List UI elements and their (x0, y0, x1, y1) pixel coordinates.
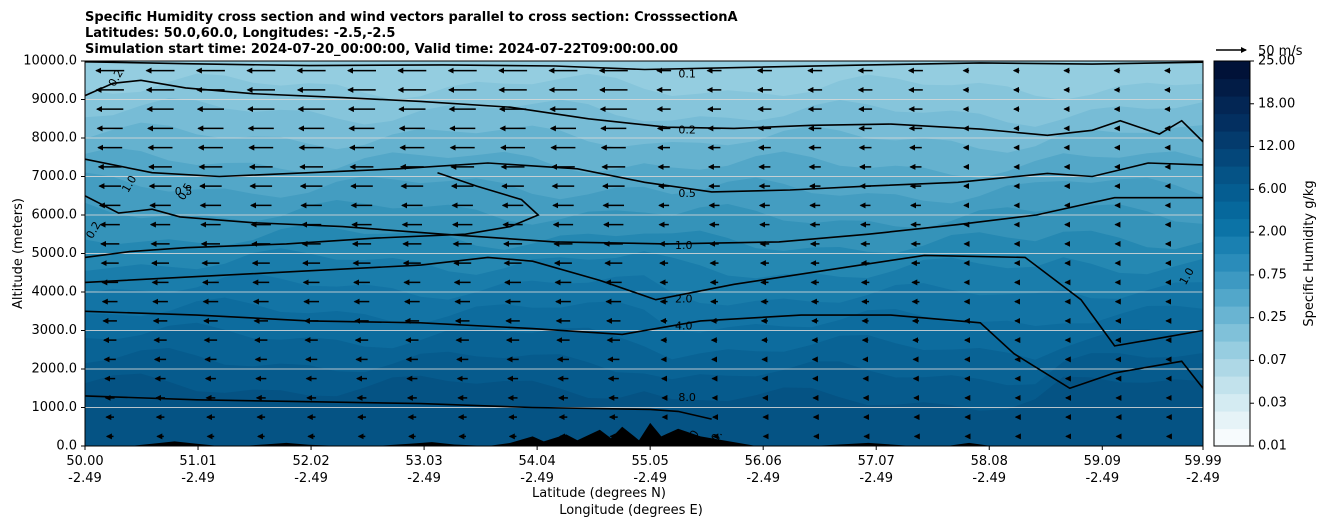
x-tick-label-lat: 50.00 (66, 454, 103, 469)
colorbar-segment (1214, 411, 1250, 430)
colorbar-segment (1214, 271, 1250, 290)
reference-vector-label: 50 m/s (1258, 44, 1303, 59)
y-axis-label: Altitude (meters) (11, 198, 26, 309)
contour-label: 0.5 (678, 187, 696, 200)
x-tick-label-lat: 54.04 (519, 454, 556, 469)
y-tick-label: 3000.0 (32, 323, 78, 338)
x-tick-label-lat: 56.06 (745, 454, 782, 469)
y-tick-label: 6000.0 (32, 208, 78, 223)
x-tick-label-lat: 57.07 (858, 454, 895, 469)
contour-label: 4.0 (675, 320, 693, 333)
contour-line (85, 395, 712, 420)
colorbar: 0.01 0.03 0.07 0.25 0.75 2.00 6.00 12.00 18.00 25… (1213, 54, 1317, 454)
colorbar-segment (1214, 236, 1250, 255)
x-axis: 50.00 -2.49 51.01 -2.49 52.02 -2.49 53.03 -2.49… (66, 446, 1222, 486)
colorbar-segment (1214, 341, 1250, 360)
colorbar-tick-label: 0.03 (1258, 396, 1287, 411)
x-tick-label-lon: -2.49 (68, 471, 102, 486)
colorbar-tick-label: 18.00 (1258, 96, 1295, 111)
y-axis: 0.0 1000.0 2000.0 3000.0 4000.0 5000.0 6000.0 7… (23, 54, 85, 454)
colorbar-segment (1214, 131, 1250, 150)
colorbar-tick-label: 6.00 (1258, 182, 1287, 197)
x-tick-label-lon: -2.49 (746, 471, 780, 486)
colorbar-segment (1214, 288, 1250, 307)
contour-label: 0.1 (678, 67, 696, 80)
chart-title: Specific Humidity cross section and wind… (85, 10, 738, 57)
contour-label: 1.0 (675, 239, 693, 252)
contour-label: 2.0 (675, 293, 693, 306)
x-tick-label-lon: -2.49 (633, 471, 667, 486)
contour-line (85, 195, 1203, 245)
colorbar-segment (1214, 323, 1250, 342)
y-tick-label: 5000.0 (32, 246, 78, 261)
terrain-silhouette (85, 422, 1203, 446)
colorbar-tick-label: 12.00 (1258, 139, 1295, 154)
colorbar-tick-label: 0.25 (1258, 310, 1287, 325)
contour-line (85, 79, 1203, 143)
contour-lines (85, 61, 1203, 420)
contour-label: 8.0 (678, 391, 696, 404)
colorbar-tick-label: 0.01 (1258, 439, 1287, 454)
colorbar-segment (1214, 61, 1250, 80)
colorbar-segment (1214, 148, 1250, 167)
x-tick-label-lon: -2.49 (1186, 471, 1220, 486)
x-tick-label-lat: 59.09 (1084, 454, 1121, 469)
x-tick-label-lon: -2.49 (181, 471, 215, 486)
x-tick-label-lon: -2.49 (859, 471, 893, 486)
colorbar-segment (1214, 183, 1250, 202)
contour-line (85, 310, 1203, 390)
colorbar-segment (1214, 166, 1250, 185)
y-tick-label: 10000.0 (23, 54, 77, 69)
y-tick-label: 7000.0 (32, 169, 78, 184)
colorbar-segment (1214, 201, 1250, 220)
title-line: Specific Humidity cross section and wind… (85, 10, 738, 25)
colorbar-tick-label: 0.07 (1258, 353, 1287, 368)
y-tick-label: 9000.0 (32, 92, 78, 107)
x-axis-label-lon: Longitude (degrees E) (559, 503, 703, 518)
x-tick-label-lat: 53.03 (405, 454, 442, 469)
colorbar-segment (1214, 96, 1250, 115)
y-tick-label: 0.0 (56, 439, 77, 454)
y-tick-label: 4000.0 (32, 285, 78, 300)
colorbar-segment (1214, 358, 1250, 377)
wind-vectors (95, 67, 1172, 440)
y-tick-label: 2000.0 (32, 362, 78, 377)
colorbar-segment (1214, 428, 1250, 447)
colorbar-segment (1214, 218, 1250, 237)
colorbar-segment (1214, 306, 1250, 325)
contour-label: 0.5 (175, 185, 193, 198)
x-axis-label-lat: Latitude (degrees N) (532, 486, 666, 501)
y-tick-label: 1000.0 (32, 400, 78, 415)
x-tick-label-lat: 52.02 (292, 454, 329, 469)
colorbar-tick-label: 0.75 (1258, 267, 1287, 282)
x-tick-label-lon: -2.49 (294, 471, 328, 486)
colorbar-frame (1213, 60, 1251, 447)
contour-line (85, 254, 1203, 347)
title-line: Latitudes: 50.0,60.0, Longitudes: -2.5,-… (85, 26, 395, 41)
x-tick-label-lat: 51.01 (179, 454, 216, 469)
title-line: Simulation start time: 2024-07-20_00:00:… (85, 42, 678, 57)
x-tick-label-lon: -2.49 (520, 471, 554, 486)
contour-line (85, 158, 1203, 193)
contour-label: 0.2 (678, 123, 696, 136)
y-tick-label: 8000.0 (32, 131, 78, 146)
x-tick-label-lon: -2.49 (407, 471, 441, 486)
colorbar-label: Specific Humidity g/kg (1302, 180, 1317, 326)
colorbar-segment (1214, 393, 1250, 412)
colorbar-segment (1214, 253, 1250, 272)
colorbar-tick-label: 2.00 (1258, 225, 1287, 240)
contour-line (85, 61, 1203, 71)
contour-line (85, 171, 540, 259)
colorbar-segment (1214, 78, 1250, 97)
x-tick-label-lat: 58.08 (971, 454, 1008, 469)
colorbar-tick-label: 25.00 (1258, 54, 1295, 69)
x-tick-label-lon: -2.49 (1085, 471, 1119, 486)
reference-vector: 50 m/s (1216, 44, 1303, 59)
x-tick-label-lon: -2.49 (972, 471, 1006, 486)
x-tick-label-lat: 59.99 (1184, 454, 1221, 469)
colorbar-segment (1214, 113, 1250, 132)
colorbar-segment (1214, 376, 1250, 395)
x-tick-label-lat: 55.05 (632, 454, 669, 469)
